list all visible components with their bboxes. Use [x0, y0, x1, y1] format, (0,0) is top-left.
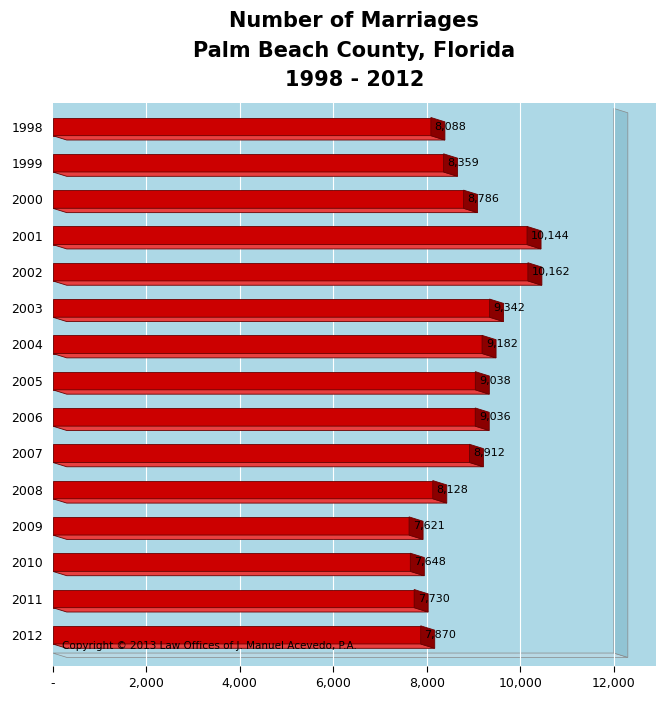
- Polygon shape: [444, 154, 458, 177]
- Bar: [53, 190, 464, 208]
- Bar: [53, 372, 476, 390]
- Polygon shape: [464, 190, 478, 212]
- Polygon shape: [431, 118, 445, 140]
- Bar: [53, 444, 470, 463]
- Bar: [53, 553, 410, 571]
- Text: 9,038: 9,038: [479, 376, 511, 386]
- Polygon shape: [433, 481, 447, 503]
- Bar: [53, 263, 528, 281]
- Polygon shape: [53, 317, 504, 322]
- Polygon shape: [53, 353, 496, 358]
- Bar: [53, 118, 431, 136]
- Bar: [53, 626, 421, 644]
- Text: 9,342: 9,342: [494, 303, 525, 313]
- Polygon shape: [53, 571, 424, 576]
- Polygon shape: [53, 426, 489, 430]
- Text: 9,182: 9,182: [486, 339, 518, 349]
- Polygon shape: [414, 590, 428, 612]
- Polygon shape: [475, 408, 489, 430]
- Polygon shape: [53, 644, 435, 648]
- Text: 8,912: 8,912: [473, 449, 505, 458]
- Polygon shape: [614, 109, 628, 658]
- Text: 10,144: 10,144: [531, 231, 570, 240]
- Polygon shape: [53, 390, 490, 394]
- Text: 7,730: 7,730: [418, 594, 450, 604]
- Bar: [53, 335, 482, 353]
- Polygon shape: [482, 335, 496, 358]
- Bar: [53, 590, 414, 608]
- Text: Copyright © 2013 Law Offices of J. Manuel Acevedo, P.A.: Copyright © 2013 Law Offices of J. Manue…: [62, 641, 357, 651]
- Bar: [53, 154, 444, 172]
- Bar: [53, 226, 527, 245]
- Text: 8,359: 8,359: [448, 158, 479, 168]
- Polygon shape: [53, 608, 428, 612]
- Bar: [53, 408, 475, 426]
- Polygon shape: [527, 226, 541, 249]
- Bar: [53, 481, 433, 498]
- Polygon shape: [490, 299, 504, 322]
- Polygon shape: [476, 372, 490, 394]
- Text: 8,088: 8,088: [435, 121, 466, 132]
- Polygon shape: [528, 263, 542, 285]
- Polygon shape: [53, 245, 541, 249]
- Polygon shape: [53, 463, 484, 467]
- Polygon shape: [53, 281, 542, 285]
- Text: 7,648: 7,648: [414, 557, 446, 567]
- Text: 7,621: 7,621: [413, 521, 444, 531]
- Polygon shape: [470, 444, 484, 467]
- Bar: [53, 299, 490, 317]
- Polygon shape: [53, 172, 458, 177]
- Polygon shape: [53, 653, 628, 658]
- Polygon shape: [53, 208, 478, 212]
- Polygon shape: [53, 498, 447, 503]
- Polygon shape: [409, 517, 423, 539]
- Polygon shape: [421, 626, 435, 648]
- Text: 7,870: 7,870: [424, 630, 456, 640]
- Bar: [53, 517, 409, 535]
- Polygon shape: [53, 136, 445, 140]
- Title: Number of Marriages
Palm Beach County, Florida
1998 - 2012: Number of Marriages Palm Beach County, F…: [193, 11, 516, 90]
- Text: 9,036: 9,036: [479, 412, 510, 422]
- Text: 8,128: 8,128: [436, 484, 468, 495]
- Polygon shape: [410, 553, 424, 576]
- Text: 10,162: 10,162: [532, 267, 570, 277]
- Polygon shape: [53, 535, 423, 539]
- Text: 8,786: 8,786: [468, 194, 499, 204]
